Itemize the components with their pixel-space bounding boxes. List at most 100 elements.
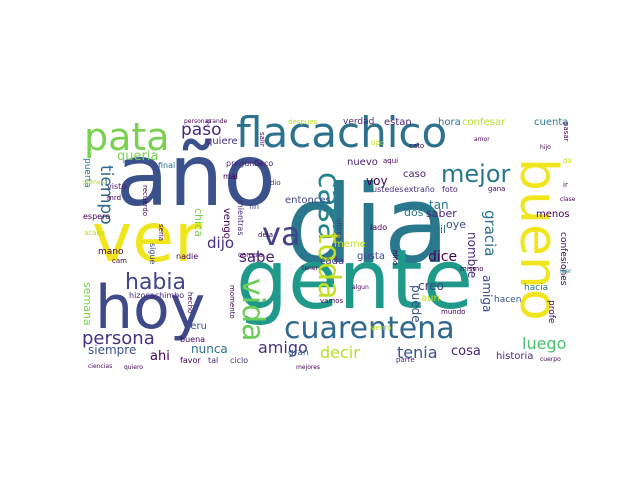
word-vamos: vamos (320, 297, 344, 305)
word-grande: grande (206, 118, 228, 125)
word-tan: tan (429, 198, 449, 212)
word-verdad: verdad (343, 117, 375, 127)
word-puede: puede (409, 285, 423, 323)
word-mano: mano (98, 247, 124, 257)
word-dos: dos (404, 206, 424, 219)
word-historia: historia (496, 351, 534, 362)
word-clase: clase (560, 196, 576, 203)
word-algun: algun (352, 284, 369, 291)
word-gusta: gusta (357, 251, 385, 262)
word-gil: gil (433, 223, 447, 236)
word-entonces: entonces (285, 195, 331, 206)
word-final: final (158, 161, 176, 170)
word-va: va (262, 215, 301, 253)
word-cada: cada (320, 256, 345, 267)
word-carrera: carrera (238, 251, 264, 259)
word-momento: momento (228, 285, 236, 319)
word-paso: paso (181, 120, 222, 140)
word-voy: voy (366, 174, 388, 188)
word-acaba: acaba (84, 229, 106, 237)
word-aqui: aqui (383, 157, 399, 165)
word-gente: gente (236, 233, 474, 328)
word-luego: luego (522, 334, 567, 353)
word-favor: favor (180, 356, 201, 365)
word-dia: dia (285, 163, 450, 288)
word-profe: profe (546, 300, 556, 324)
word-pata: pata (84, 115, 170, 159)
word-meme: meme (334, 239, 366, 250)
word-ano: año (116, 126, 276, 226)
word-fin: fin (249, 202, 260, 211)
word-mrd: mrd (107, 194, 122, 202)
word-ciencias: ciencias (88, 363, 113, 370)
word-nombre: nombre (465, 232, 479, 279)
word-salir: salir (258, 132, 266, 147)
word-siempre: siempre (88, 343, 137, 357)
word-sigue: sigue (148, 243, 157, 265)
word-mejores: mejores (296, 364, 321, 371)
word-personas: personas (184, 118, 212, 125)
word-pasar: pasar (562, 122, 570, 142)
word-leer: leer (560, 268, 572, 275)
word-hacen: hacen (494, 295, 522, 305)
word-cuarentena: cuarentena (284, 311, 455, 346)
word-da: da (563, 157, 572, 165)
word-estan: estan (384, 117, 412, 128)
word-siento: siento (370, 324, 392, 332)
word-extrano: extraño (404, 185, 435, 194)
word-cosa: cosa (451, 344, 481, 359)
word-tenia: tenia (397, 343, 438, 362)
word-gana: gana (488, 185, 506, 193)
word-hora: hora (438, 117, 461, 128)
word-decir: decir (320, 343, 360, 362)
word-hizocachimbo: hizocachimbo (129, 291, 185, 300)
word-confesar: confesar (462, 117, 506, 128)
word-foto: foto (442, 185, 458, 194)
word-gran: gran (288, 348, 309, 358)
word-nunca: nunca (191, 342, 228, 356)
word-oye: oye (446, 218, 467, 231)
word-aun: aun (421, 293, 440, 304)
word-tal: tal (208, 356, 219, 365)
word-tiempo: tiempo (96, 165, 116, 225)
word-puerta: puerta (82, 158, 92, 188)
word-cuenta: cuenta (534, 117, 569, 128)
word-deja: deja (258, 231, 273, 239)
word-dijo: dijo (207, 234, 235, 252)
word-sabe: sabe (239, 248, 275, 266)
word-ustedes: ustedes (372, 185, 404, 194)
word-vida: vida (235, 278, 270, 342)
word-lado: lado (370, 223, 388, 232)
word-amiga: amiga (480, 275, 494, 313)
word-ciclo: ciclo (230, 356, 249, 365)
word-espero: espero (83, 212, 111, 221)
word-cato: cato (409, 142, 425, 150)
word-gracia: gracia (481, 210, 499, 257)
word-menos: menos (536, 209, 570, 220)
word-dice: dice (428, 249, 458, 265)
word-hacia: hacia (524, 283, 549, 293)
word-mismo: mismo (460, 265, 484, 273)
word-buena: buena (180, 335, 206, 344)
word-dio: dio (270, 179, 281, 187)
word-bueno: bueno (508, 158, 568, 321)
word-confesiones: confesiones (558, 232, 568, 286)
word-habia: habia (125, 270, 186, 295)
word-hijo: hijo (540, 144, 551, 151)
word-despues: despues (288, 118, 318, 126)
word-nino: nino (391, 250, 399, 266)
word-ahi: ahi (150, 349, 170, 364)
word-tipo: tipo (371, 139, 385, 147)
word-parte: parte (396, 356, 415, 364)
word-quiero: quiero (124, 364, 143, 371)
word-flaco: flaco (254, 159, 274, 168)
word-amigo: amigo (258, 338, 308, 357)
word-cam: cam (112, 257, 127, 265)
word-pregunta: pregunta (226, 159, 263, 168)
word-nuevo: nuevo (347, 157, 378, 168)
word-creo: creo (418, 279, 444, 293)
word-saber: saber (426, 207, 457, 220)
word-cuerpo: cuerpo (540, 356, 561, 363)
word-ver: ver (92, 199, 203, 278)
word-casa: casa (311, 172, 346, 241)
